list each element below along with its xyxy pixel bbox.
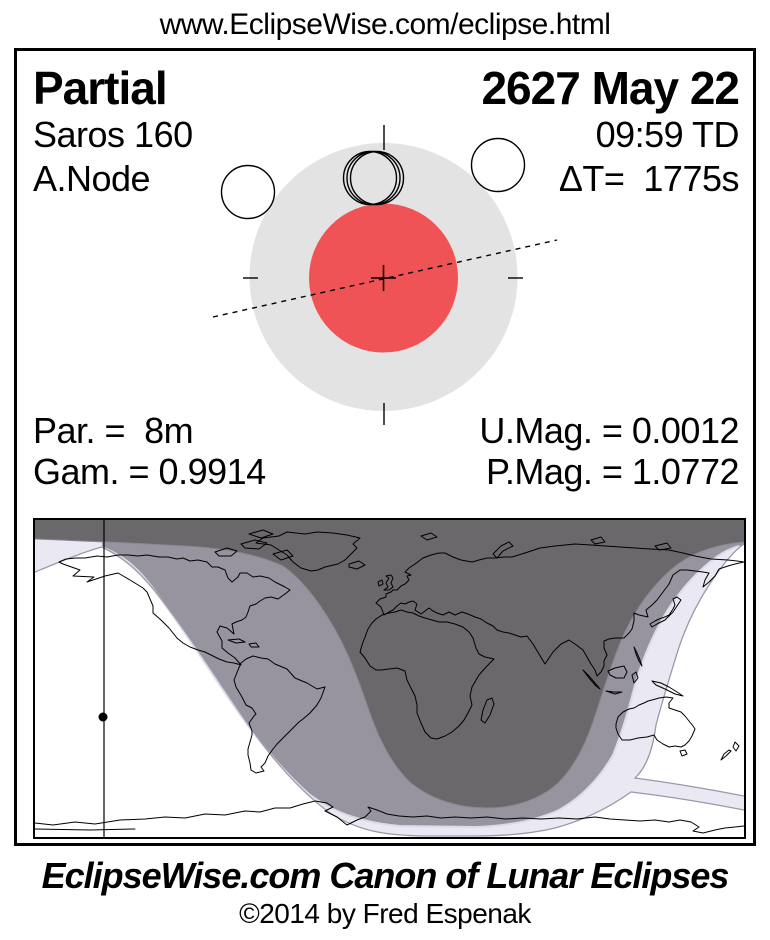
moon-last-contact-circle	[470, 137, 526, 193]
penumbra-circle	[249, 143, 518, 411]
moon-path-line	[212, 239, 558, 318]
moon-contact-positions	[220, 137, 526, 220]
coastlines	[34, 529, 745, 834]
antarctica-coast	[34, 800, 745, 834]
moon-umbral-contact-circle	[342, 150, 398, 206]
page-url-caption: www.EclipseWise.com/eclipse.html	[159, 8, 611, 41]
moon-greatest-eclipse-circle	[346, 150, 401, 206]
moon-umbral-exit-circle	[349, 150, 405, 206]
penumbral-magnitude: P.Mag. = 1.0772	[485, 451, 740, 492]
eclipse-type: Partial	[33, 62, 168, 114]
umbral-magnitude: U.Mag. = 0.0012	[479, 410, 739, 451]
moon-first-contact-circle	[220, 164, 276, 220]
greatest-eclipse-point	[98, 712, 108, 722]
visibility-map	[33, 518, 746, 839]
eclipse-date: 2627 May 22	[481, 62, 740, 114]
no-eclipse-zone-boundary	[34, 538, 745, 809]
shadow-center-cross	[371, 265, 396, 291]
copyright-line: ©2014 by Fred Espenak	[239, 898, 531, 929]
partial-zone-boundary	[101, 545, 740, 829]
node-type: A.Node	[33, 158, 151, 199]
gamma-value: Gam. = 0.9914	[33, 451, 266, 492]
eclipse-time: 09:59 TD	[595, 114, 740, 155]
delta-t-value: ΔT= 1775s	[558, 158, 740, 199]
partial-duration: Par. = 8m	[33, 410, 194, 451]
eclipse-card: Partial 2627 May 22 Saros 160 09:59 TD A…	[14, 48, 756, 846]
map-no-eclipse-zone	[35, 520, 744, 808]
canon-title: EclipseWise.com Canon of Lunar Eclipses	[41, 855, 730, 896]
cardinal-ticks	[243, 125, 523, 425]
saros-number: Saros 160	[33, 114, 193, 155]
umbra-circle	[309, 203, 458, 353]
